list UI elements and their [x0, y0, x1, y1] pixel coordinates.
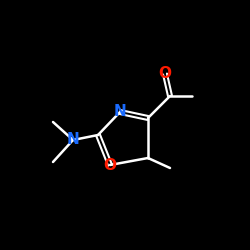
Text: N: N [66, 132, 80, 148]
Text: N: N [114, 104, 126, 120]
Text: O: O [104, 158, 117, 172]
Text: O: O [158, 66, 172, 82]
